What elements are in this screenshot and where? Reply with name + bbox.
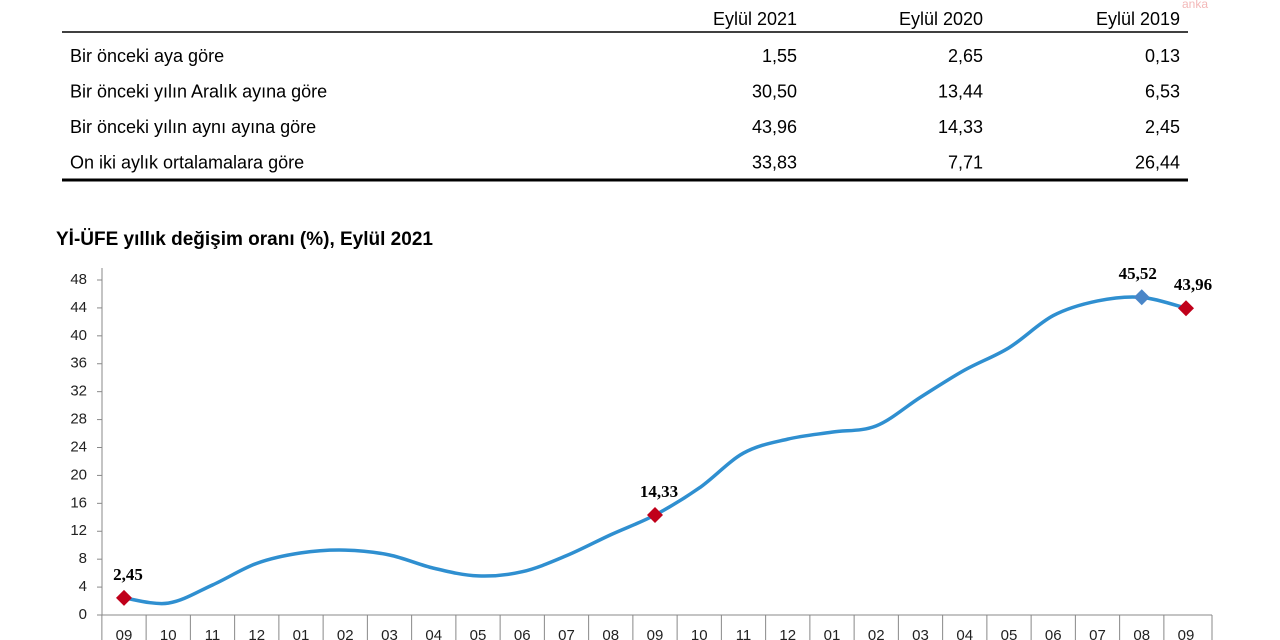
x-tick-label: 09	[1178, 627, 1195, 640]
row-label: Bir önceki aya göre	[70, 46, 224, 66]
data-label: 45,52	[1119, 264, 1157, 283]
x-tick-label: 09	[116, 627, 133, 640]
watermark: anka	[1182, 0, 1208, 11]
x-tick-label: 05	[1001, 627, 1018, 640]
x-tick-label: 07	[1089, 627, 1106, 640]
x-tick-label: 10	[691, 627, 708, 640]
point-marker	[1178, 300, 1194, 317]
x-tick-label: 11	[205, 627, 221, 640]
x-tick-label: 06	[514, 627, 531, 640]
point-marker	[116, 589, 132, 606]
x-tick-label: 04	[956, 627, 973, 640]
table-value: 2,65	[948, 46, 983, 66]
x-tick-label: 04	[425, 627, 442, 640]
table-header: Eylül 2021	[713, 9, 797, 29]
table-value: 0,13	[1145, 46, 1180, 66]
x-tick-label: 08	[602, 627, 619, 640]
x-tick-label: 02	[868, 627, 885, 640]
table-header: Eylül 2019	[1096, 9, 1180, 29]
y-tick-label: 0	[79, 606, 87, 623]
x-tick-label: 07	[558, 627, 575, 640]
row-label: On iki aylık ortalamalara göre	[70, 152, 304, 172]
x-tick-label: 12	[248, 627, 265, 640]
x-tick-label: 03	[912, 627, 929, 640]
x-tick-label: 12	[779, 627, 796, 640]
y-tick-label: 36	[70, 355, 87, 372]
table-header: Eylül 2020	[899, 9, 983, 29]
y-tick-label: 12	[70, 522, 87, 539]
y-tick-label: 20	[70, 466, 87, 483]
y-tick-label: 4	[79, 578, 87, 595]
y-tick-label: 40	[70, 327, 87, 344]
table-value: 7,71	[948, 152, 983, 172]
chart-title: Yİ-ÜFE yıllık değişim oranı (%), Eylül 2…	[56, 229, 433, 250]
table-value: 14,33	[938, 117, 983, 137]
x-tick-label: 10	[160, 627, 177, 640]
x-tick-label: 05	[470, 627, 487, 640]
row-label: Bir önceki yılın aynı ayına göre	[70, 117, 316, 137]
x-tick-label: 01	[293, 627, 310, 640]
y-tick-label: 32	[70, 383, 87, 400]
table-value: 26,44	[1135, 152, 1180, 172]
table-value: 43,96	[752, 117, 797, 137]
x-tick-label: 11	[736, 627, 752, 640]
y-tick-label: 44	[70, 299, 87, 316]
table-value: 1,55	[762, 46, 797, 66]
y-tick-label: 28	[70, 411, 87, 428]
y-tick-label: 8	[79, 550, 87, 567]
line	[123, 295, 1187, 606]
x-tick-label: 09	[647, 627, 664, 640]
data-label: 14,33	[640, 482, 678, 501]
row-label: Bir önceki yılın Aralık ayına göre	[70, 81, 327, 101]
point-marker	[647, 506, 663, 523]
data-label: 2,45	[113, 565, 143, 584]
table-value: 2,45	[1145, 117, 1180, 137]
x-tick-label: 02	[337, 627, 354, 640]
x-tick-label: 08	[1133, 627, 1150, 640]
table-value: 6,53	[1145, 81, 1180, 101]
x-tick-label: 03	[381, 627, 398, 640]
data-label: 43,96	[1174, 275, 1212, 294]
table-value: 13,44	[938, 81, 983, 101]
x-tick-label: 06	[1045, 627, 1062, 640]
table-value: 33,83	[752, 152, 797, 172]
y-tick-label: 24	[70, 438, 87, 455]
y-tick-label: 48	[70, 271, 87, 288]
point-marker	[1133, 289, 1150, 306]
table-value: 30,50	[752, 81, 797, 101]
y-tick-label: 16	[70, 494, 87, 511]
x-tick-label: 01	[824, 627, 841, 640]
